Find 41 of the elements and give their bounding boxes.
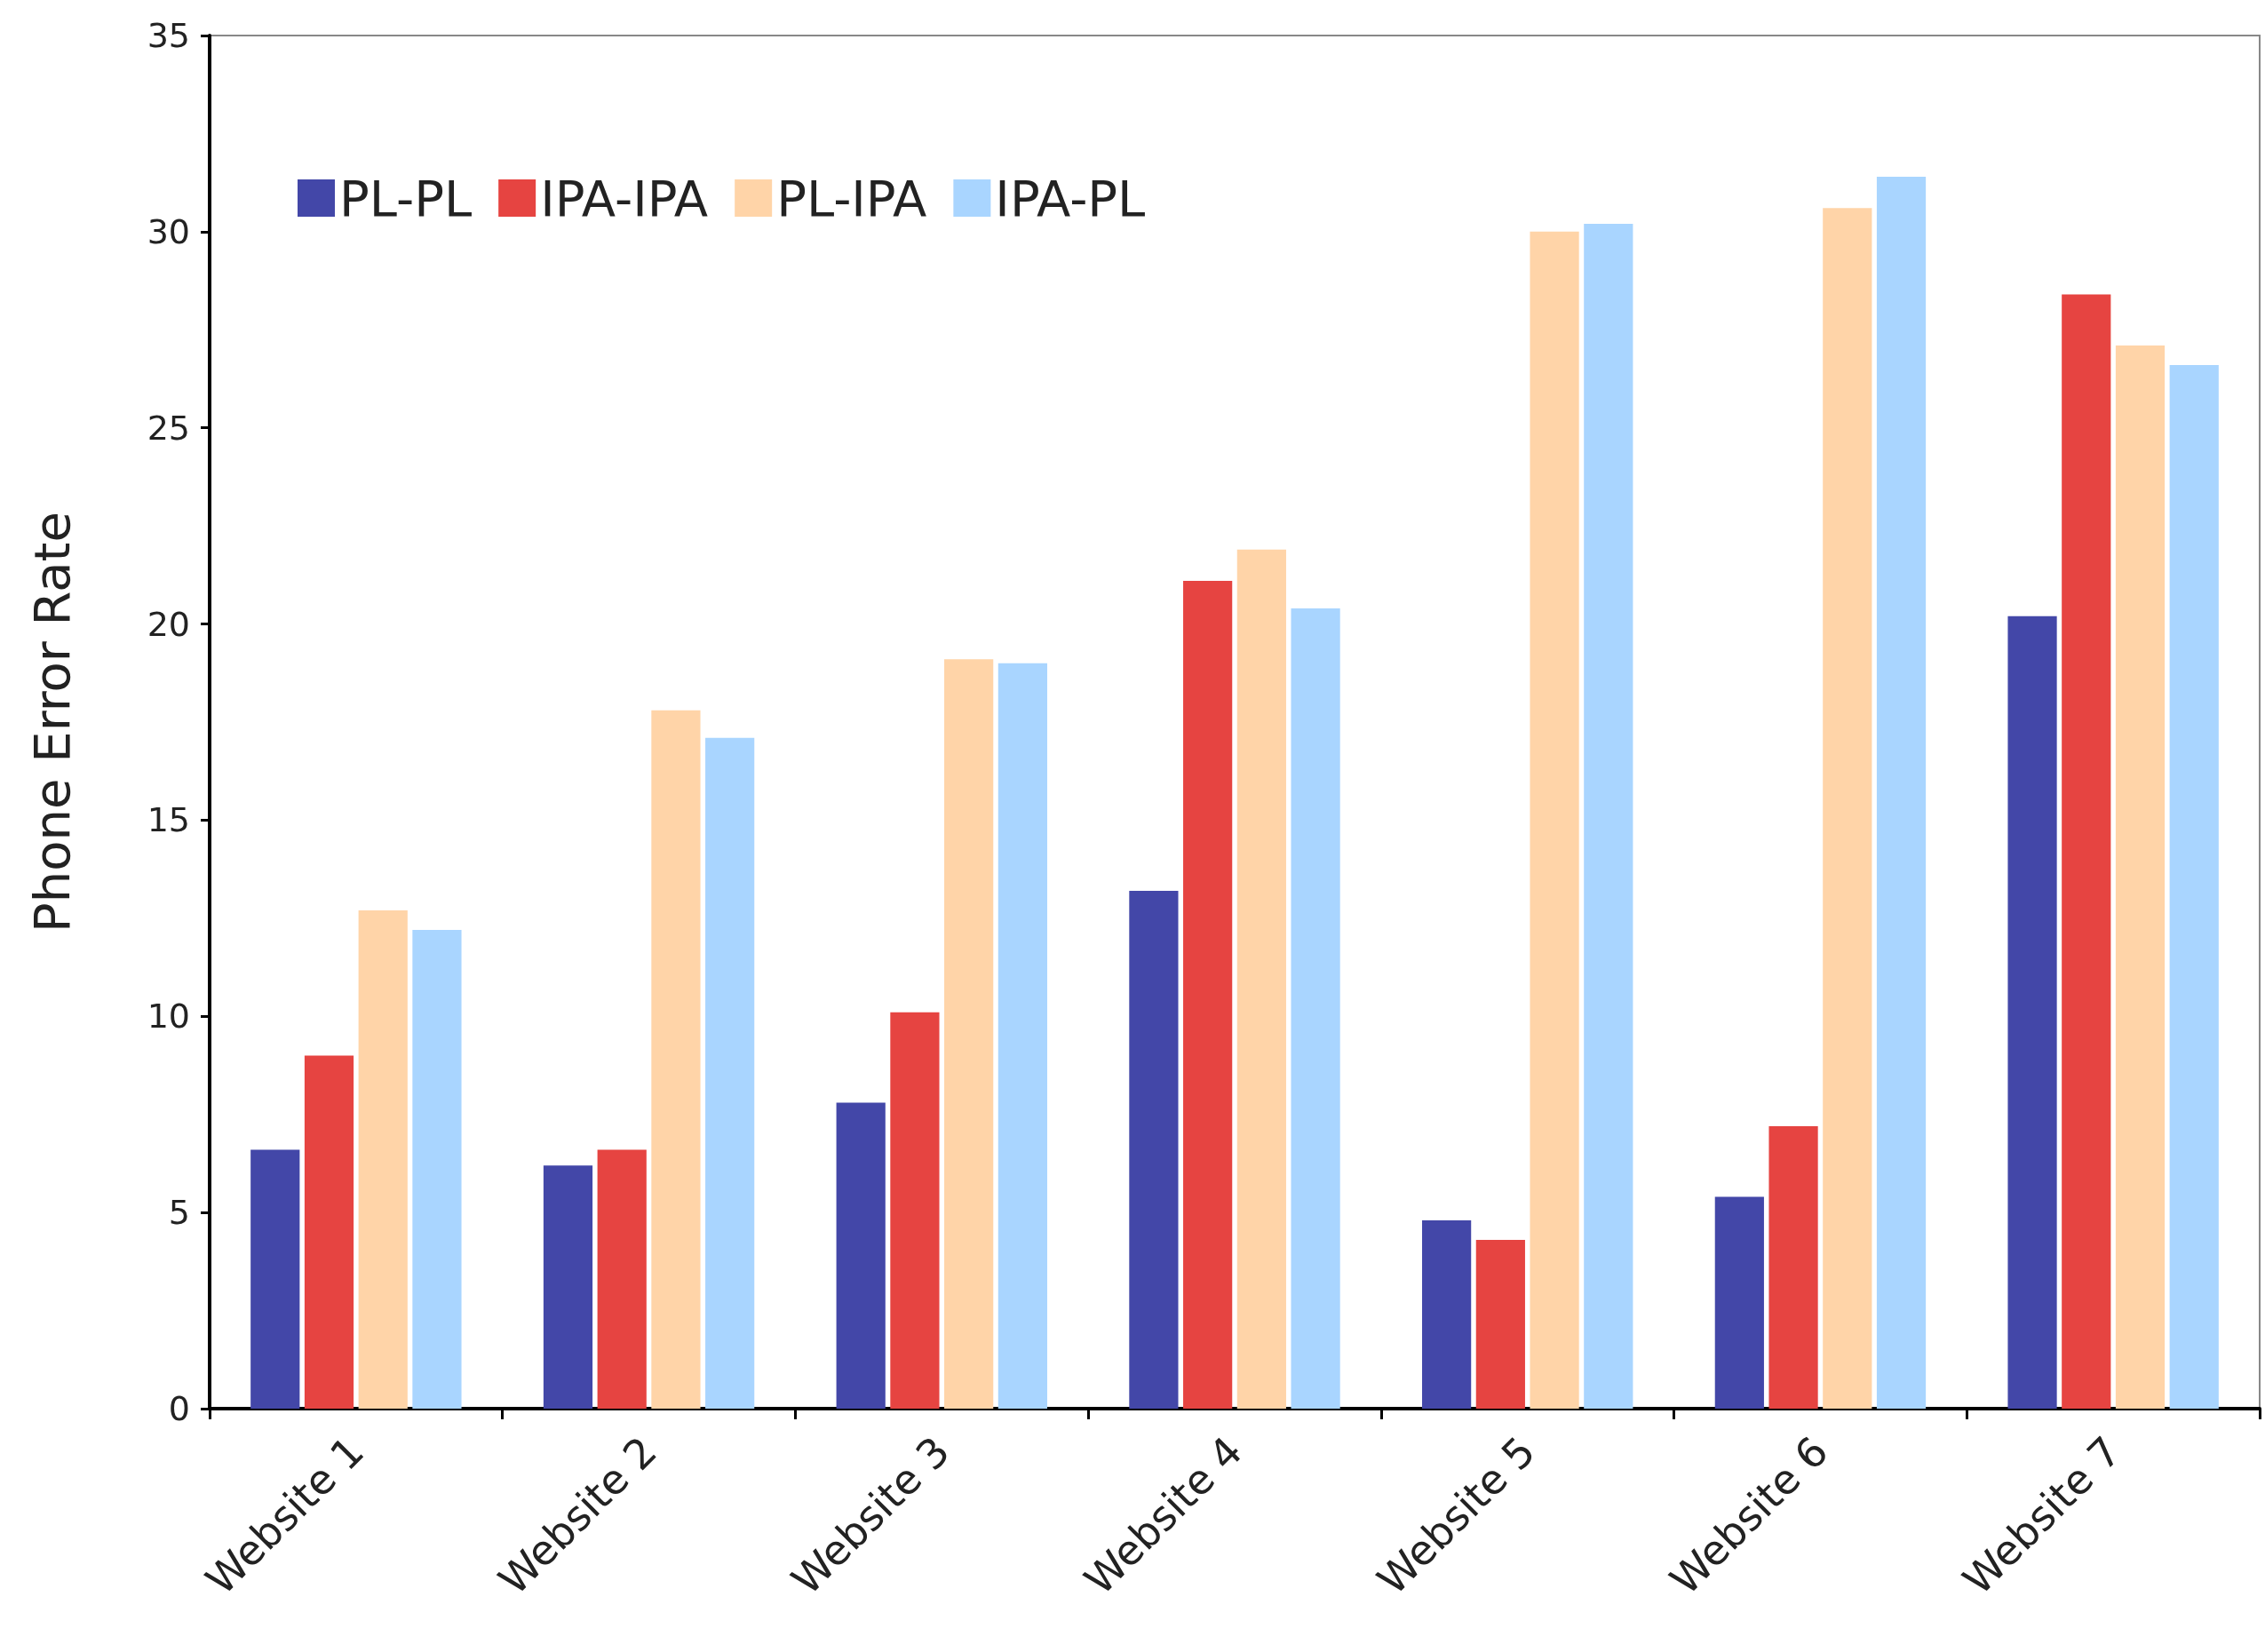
y-axis-title: Phone Error Rate xyxy=(22,512,81,933)
y-tick-label: 0 xyxy=(168,1389,190,1428)
bar xyxy=(1530,231,1579,1409)
y-tick-label: 25 xyxy=(147,408,190,448)
bar xyxy=(1236,549,1286,1409)
bar xyxy=(1823,208,1872,1409)
bar xyxy=(1768,1125,1818,1409)
bar xyxy=(890,1012,940,1409)
bar xyxy=(1422,1219,1472,1409)
y-tick-label: 5 xyxy=(168,1193,190,1233)
bar xyxy=(304,1055,354,1409)
legend-label: IPA-PL xyxy=(995,169,1146,227)
bar xyxy=(651,710,701,1409)
bar xyxy=(1291,608,1340,1409)
bar xyxy=(2007,616,2057,1409)
bar xyxy=(358,910,408,1409)
y-tick-label: 15 xyxy=(147,800,190,840)
y-tick-label: 35 xyxy=(147,16,190,55)
legend-label: PL-IPA xyxy=(776,169,927,227)
bar xyxy=(1584,224,1633,1409)
bar xyxy=(597,1149,647,1409)
bar xyxy=(1129,890,1179,1409)
bar xyxy=(2115,345,2166,1409)
bar xyxy=(1876,177,1927,1409)
bar xyxy=(1714,1196,1764,1409)
bar xyxy=(997,663,1047,1409)
bar xyxy=(543,1165,593,1409)
bar xyxy=(2062,294,2111,1409)
bar xyxy=(836,1102,886,1409)
legend-label: PL-PL xyxy=(339,169,473,227)
bar xyxy=(250,1149,300,1409)
bar xyxy=(412,930,462,1409)
bar xyxy=(1475,1240,1525,1409)
y-tick-label: 30 xyxy=(147,211,190,251)
y-tick-label: 20 xyxy=(147,604,190,644)
bar xyxy=(2169,365,2219,1409)
bar xyxy=(944,659,994,1409)
bar xyxy=(1183,580,1233,1409)
y-tick-label: 10 xyxy=(147,997,190,1036)
bar xyxy=(705,737,755,1409)
legend-label: IPA-IPA xyxy=(540,169,709,227)
